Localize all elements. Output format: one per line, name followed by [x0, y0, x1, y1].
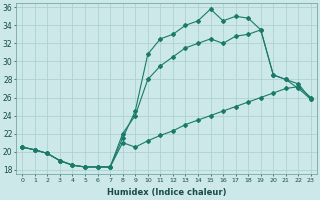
X-axis label: Humidex (Indice chaleur): Humidex (Indice chaleur): [107, 188, 226, 197]
